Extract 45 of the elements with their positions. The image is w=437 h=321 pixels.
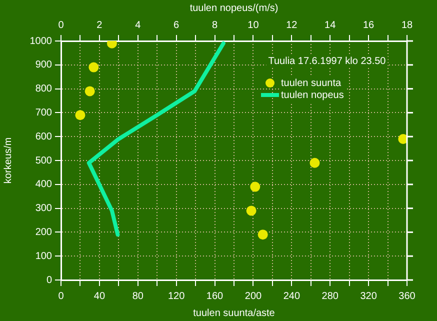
legend-label: tuulen nopeus	[281, 90, 344, 101]
x-tick-label: 240	[283, 290, 300, 302]
y-tick-label: 800	[35, 84, 52, 95]
x2-tick-label: 8	[212, 20, 218, 31]
x2-tick-label: 10	[248, 20, 260, 31]
y-tick-label: 0	[46, 274, 52, 286]
point	[246, 206, 256, 216]
x2-tick-label: 6	[174, 20, 180, 31]
point	[398, 134, 407, 144]
legend-label: tuulen suunta	[281, 78, 342, 89]
x2-tick-label: 2	[96, 20, 103, 31]
x-tick-label: 320	[360, 290, 378, 302]
x-tick-label: 120	[168, 290, 186, 302]
x2-axis-title: tuulen nopeus/(m/s)	[190, 2, 278, 14]
annotation: Tuulia 17.6.1997 klo 23.50	[268, 56, 386, 67]
point	[75, 110, 86, 120]
x2-tick-label: 4	[135, 20, 142, 31]
x2-tick-label: 16	[362, 20, 375, 31]
x2-tick-label: 14	[324, 20, 336, 31]
x-tick-label: 160	[206, 290, 224, 302]
y-tick-label: 500	[35, 155, 52, 166]
point	[84, 86, 95, 96]
point	[310, 158, 320, 168]
y-tick-label: 200	[35, 226, 52, 238]
point	[250, 182, 260, 192]
y-tick-label: 700	[35, 107, 52, 118]
point	[258, 230, 268, 240]
y-tick-label: 400	[35, 179, 52, 190]
x2-tick-label: 18	[401, 20, 413, 31]
y-tick-label: 600	[35, 131, 52, 142]
point	[88, 62, 99, 72]
y-tick-label: 300	[35, 203, 52, 214]
x-axis-title: tuulen suunta/aste	[193, 308, 276, 319]
y-tick-label: 900	[35, 60, 52, 71]
x2-tick-label: 12	[286, 20, 298, 31]
y-axis-title: korkeus/m	[2, 137, 14, 184]
x-tick-label: 360	[398, 290, 416, 302]
x2-tick-label: 0	[58, 20, 64, 31]
x-tick-label: 40	[94, 290, 106, 302]
x-tick-label: 80	[132, 290, 144, 302]
x-tick-label: 200	[244, 290, 262, 302]
x-tick-label: 280	[322, 290, 339, 302]
y-tick-label: 1000	[30, 36, 52, 47]
y-tick-label: 100	[35, 250, 52, 262]
x-tick-label: 0	[58, 290, 64, 302]
